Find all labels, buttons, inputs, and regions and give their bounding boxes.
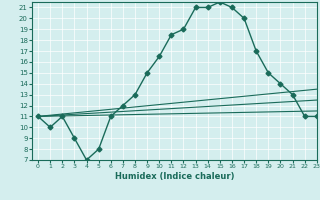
X-axis label: Humidex (Indice chaleur): Humidex (Indice chaleur)	[115, 172, 234, 181]
